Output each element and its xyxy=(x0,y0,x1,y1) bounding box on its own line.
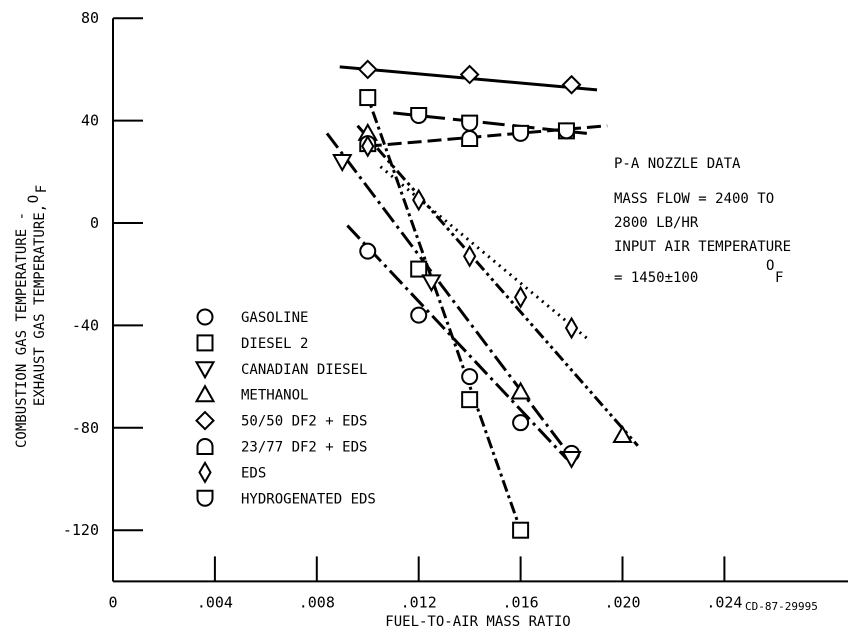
marker-hydrogenated-eds xyxy=(512,124,530,142)
axes: -120 -80 -40 0 40 80 0 .004 .008 .012 .016 .020 .024 xyxy=(63,9,848,611)
y-tick-label: 40 xyxy=(81,112,99,130)
fit-lines xyxy=(325,65,639,531)
marker-diesel-2 xyxy=(512,521,530,539)
legend-label-eds: EDS xyxy=(241,465,266,481)
marker-50-50-df2-eds xyxy=(459,64,480,85)
x-tick-label: .004 xyxy=(197,593,233,611)
legend-label-methanol: METHANOL xyxy=(241,388,308,404)
legend-marker-hydrogenated-eds xyxy=(196,489,214,507)
annotation-line-4: INPUT AIR TEMPERATURE xyxy=(614,239,791,255)
x-tick-label: 0 xyxy=(108,593,117,611)
marker-eds xyxy=(513,285,528,309)
marker-23-77-df2-eds xyxy=(461,130,479,148)
marker-gasoline xyxy=(512,414,530,432)
marker-gasoline xyxy=(461,368,479,386)
y-tick-label: -40 xyxy=(72,316,99,334)
marker-gasoline xyxy=(410,306,428,324)
legend-marker-gasoline xyxy=(196,308,214,326)
marker-canadian-diesel xyxy=(332,154,353,173)
annotation-unit: F xyxy=(775,270,783,286)
legend-label-hydrogenated-eds: HYDROGENATED EDS xyxy=(241,491,376,507)
marker-eds xyxy=(361,134,375,158)
fit-line-gasoline xyxy=(346,224,568,460)
legend: GASOLINE DIESEL 2 CANADIAN DIESEL METHANOL 5… xyxy=(194,308,376,507)
marker-eds xyxy=(564,316,579,340)
legend-marker-eds xyxy=(198,460,212,484)
fit-line-canadian-diesel xyxy=(325,132,576,462)
x-axis-title: FUEL-TO-AIR MASS RATIO xyxy=(385,614,570,630)
y-tick-label: -80 xyxy=(72,419,99,437)
x-tick-label: .020 xyxy=(604,593,640,611)
data-markers xyxy=(332,59,633,539)
legend-marker-50-50-df2-eds xyxy=(195,410,215,431)
y-axis-title-line-2: EXHAUST GAS TEMPERATURE, xyxy=(32,204,48,406)
marker-hydrogenated-eds xyxy=(410,106,428,124)
marker-diesel-2 xyxy=(359,89,377,107)
marker-methanol xyxy=(510,381,531,400)
y-tick-label: 80 xyxy=(81,9,99,27)
marker-methanol xyxy=(612,424,633,443)
legend-marker-methanol xyxy=(194,384,216,403)
legend-label-canadian-diesel: CANADIAN DIESEL xyxy=(241,362,367,378)
marker-50-50-df2-eds xyxy=(561,74,582,95)
marker-50-50-df2-eds xyxy=(357,59,378,80)
y-tick-label: -120 xyxy=(63,521,99,539)
x-tick-label: .008 xyxy=(299,593,335,611)
y-axis-unit: F xyxy=(34,185,50,193)
marker-gasoline xyxy=(359,242,377,260)
marker-eds xyxy=(412,188,426,212)
annotation-line-5: = 1450±100 xyxy=(614,270,698,286)
marker-diesel-2 xyxy=(410,260,428,278)
x-tick-label: .016 xyxy=(503,593,539,611)
legend-marker-diesel-2 xyxy=(196,334,214,352)
legend-label-23-77-df2-eds: 23/77 DF2 + EDS xyxy=(241,440,367,456)
annotation: P-A NOZZLE DATA MASS FLOW = 2400 TO 2800… xyxy=(614,156,791,286)
annotation-unit-sup: O xyxy=(766,258,774,274)
marker-eds xyxy=(462,244,477,268)
legend-marker-23-77-df2-eds xyxy=(196,438,214,455)
y-tick-label: 0 xyxy=(90,214,99,232)
marker-canadian-diesel xyxy=(561,451,582,470)
x-tick-label: .012 xyxy=(401,593,437,611)
fit-line-methanol xyxy=(356,124,639,447)
y-axis-title-line-1: COMBUSTION GAS TEMPERATURE - xyxy=(14,212,30,448)
legend-marker-canadian-diesel xyxy=(194,361,216,380)
x-tick-label: .024 xyxy=(706,593,742,611)
fit-line-diesel-2 xyxy=(363,89,523,531)
legend-label-gasoline: GASOLINE xyxy=(241,310,308,326)
annotation-line-1: P-A NOZZLE DATA xyxy=(614,156,741,172)
y-axis-title: COMBUSTION GAS TEMPERATURE - EXHAUST GAS… xyxy=(14,185,50,448)
y-axis-unit-sup: O xyxy=(26,195,42,203)
fit-line-eds xyxy=(379,165,588,340)
annotation-line-3: 2800 LB/HR xyxy=(614,215,699,231)
marker-hydrogenated-eds xyxy=(461,114,479,132)
legend-label-50-50-df2-eds: 50/50 DF2 + EDS xyxy=(241,414,367,430)
annotation-line-2: MASS FLOW = 2400 TO xyxy=(614,191,774,207)
legend-label-diesel-2: DIESEL 2 xyxy=(241,336,308,352)
marker-canadian-diesel xyxy=(421,274,442,293)
marker-hydrogenated-eds xyxy=(557,122,575,140)
figure-caption: CD-87-29995 xyxy=(745,600,818,613)
marker-diesel-2 xyxy=(461,391,479,409)
